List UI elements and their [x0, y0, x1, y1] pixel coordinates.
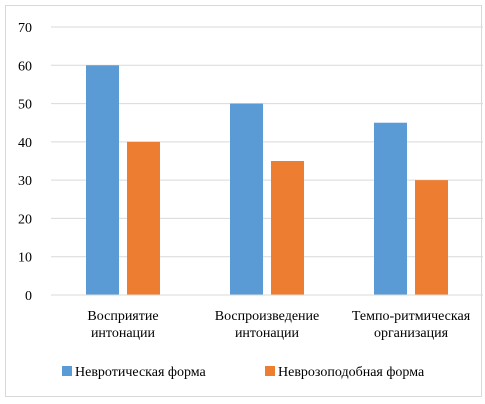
- y-tick-label: 30: [18, 174, 32, 189]
- x-category-label-line: интонации: [91, 326, 156, 341]
- x-category-label-line: Воспроизведение: [215, 309, 320, 324]
- x-category-label: Темпо-ритмическая организация: [352, 309, 471, 341]
- x-category-label-line: интонации: [235, 326, 300, 341]
- y-tick-label: 40: [18, 136, 32, 151]
- bar-neurotic-1: [230, 103, 263, 295]
- y-tick-label: 0: [25, 289, 32, 304]
- y-tick-label: 10: [18, 251, 32, 266]
- legend-swatch: [265, 366, 275, 376]
- y-tick-label: 70: [18, 21, 32, 36]
- x-category-label-line: организация: [374, 326, 449, 341]
- bar-neurosis-like-0: [127, 141, 160, 295]
- legend-label: Невротическая форма: [75, 365, 207, 380]
- legend-swatch: [62, 366, 72, 376]
- x-axis-categories: Восприятие интонации Воспроизведение интона…: [87, 309, 470, 341]
- bars: [86, 65, 448, 296]
- x-category-label: Воспроизведение интонации: [215, 309, 320, 341]
- y-tick-label: 50: [18, 98, 32, 113]
- y-axis-ticks: 0 10 20 30 40 50 60 70: [18, 21, 32, 304]
- chart-frame: 0 10 20 30 40 50 60 70 Восприятие интонации Воспр…: [5, 5, 483, 397]
- gridlines: [51, 26, 483, 258]
- x-category-label-line: Темпо-ритмическая: [352, 309, 471, 324]
- bar-neurotic-2: [374, 122, 407, 295]
- legend: Невротическая форма Неврозоподобная форма: [62, 365, 425, 380]
- y-tick-label: 60: [18, 59, 32, 74]
- legend-label: Неврозоподобная форма: [278, 365, 425, 380]
- bar-neurotic-0: [86, 65, 119, 296]
- bar-neurosis-like-2: [415, 180, 448, 295]
- x-category-label: Восприятие интонации: [87, 309, 158, 341]
- bar-neurosis-like-1: [271, 161, 304, 295]
- y-tick-label: 20: [18, 212, 32, 227]
- x-category-label-line: Восприятие: [87, 309, 158, 324]
